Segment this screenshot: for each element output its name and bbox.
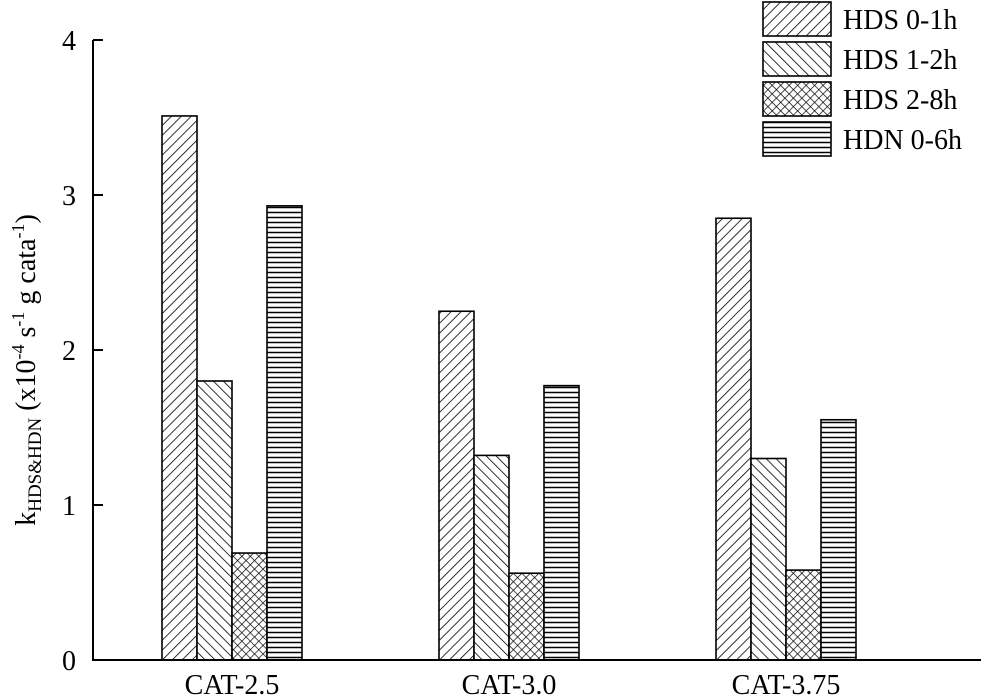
legend-swatch	[762, 121, 832, 157]
bar-hds-2-8h-cat-3-75	[785, 569, 822, 661]
bar-hds-0-1h-cat-3-75	[715, 217, 752, 661]
y-tick-label: 3	[62, 181, 76, 212]
legend-swatch	[762, 1, 832, 37]
y-tick-label: 1	[62, 491, 76, 522]
legend-label: HDS 0-1h	[843, 5, 957, 36]
y-ticks-group: 0 1 2 3 4	[62, 26, 103, 677]
bars-group	[161, 115, 857, 661]
x-category-label: CAT-3.75	[732, 670, 841, 699]
legend-label: HDN 0-6h	[843, 125, 962, 156]
y-tick-label: 4	[62, 26, 76, 57]
bar-hdn-0-6h-cat-2-5	[266, 205, 303, 661]
legend-label: HDS 2-8h	[843, 85, 957, 116]
y-tick-label: 0	[62, 646, 76, 677]
bar-hdn-0-6h-cat-3-0	[543, 384, 580, 661]
bar-hds-2-8h-cat-2-5	[231, 552, 268, 661]
legend-swatch	[762, 81, 832, 117]
bar-hds-1-2h-cat-2-5	[196, 380, 233, 661]
bar-hds-0-1h-cat-2-5	[161, 115, 198, 661]
bar-hds-1-2h-cat-3-0	[473, 454, 510, 661]
bar-hds-1-2h-cat-3-75	[750, 457, 787, 661]
x-category-label: CAT-2.5	[185, 670, 280, 699]
bar-hds-2-8h-cat-3-0	[508, 572, 545, 661]
legend-swatch	[762, 41, 832, 77]
x-labels-group: CAT-2.5 CAT-3.0 CAT-3.75	[185, 652, 841, 699]
legend-label: HDS 1-2h	[843, 45, 957, 76]
bar-hdn-0-6h-cat-3-75	[820, 418, 857, 661]
legend: HDS 0-1h HDS 1-2h HDS 2-8h HDN 0-6h	[762, 1, 962, 157]
bar-hds-0-1h-cat-3-0	[438, 310, 475, 661]
y-tick-label: 2	[62, 336, 76, 367]
y-axis-title: kHDS&HDN (x10-4 s-1 g cata-1)	[8, 214, 46, 526]
x-category-label: CAT-3.0	[462, 670, 557, 699]
